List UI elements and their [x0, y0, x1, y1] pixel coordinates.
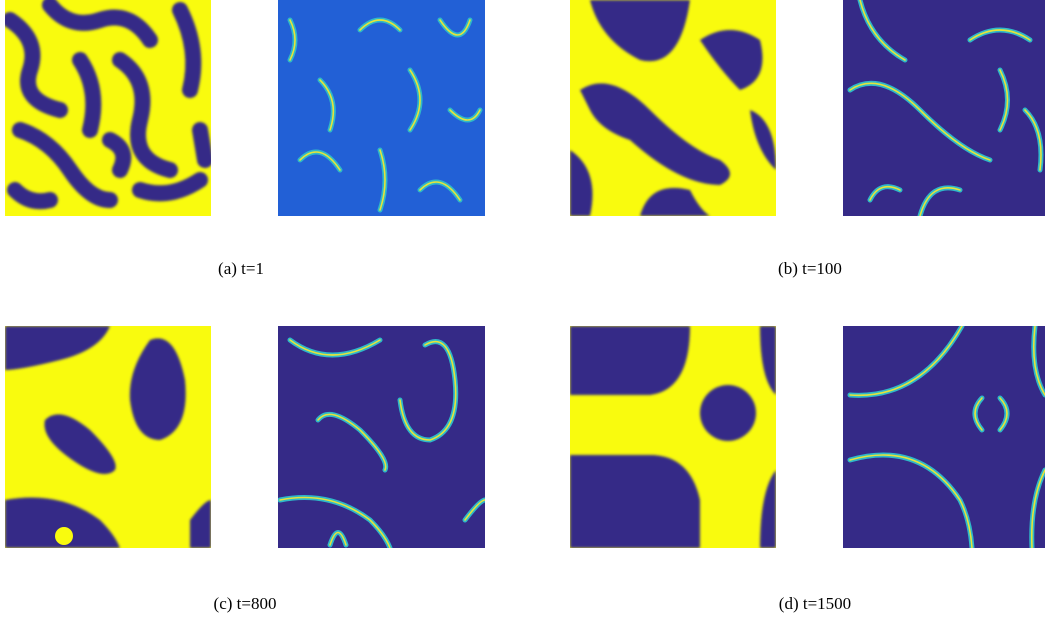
subfigure-label: (c)	[214, 594, 233, 613]
subfigure-caption: (b) t=100	[778, 259, 842, 278]
subfigure-caption: (a) t=1	[218, 259, 264, 278]
phase-image	[5, 326, 211, 548]
subfigure-label: (b)	[778, 259, 798, 278]
caption-text: t=100	[802, 259, 842, 278]
caption-text: t=800	[237, 594, 277, 613]
subfigure-caption: (c) t=800	[214, 594, 277, 613]
caption-text: t=1500	[803, 594, 851, 613]
phase-image	[5, 0, 211, 216]
subfigure-label: (a)	[218, 259, 237, 278]
gradient-image	[843, 326, 1045, 548]
subfigure-caption: (d) t=1500	[779, 594, 851, 613]
caption-text: t=1	[241, 259, 264, 278]
phase-image	[570, 326, 776, 548]
gradient-image	[278, 0, 485, 216]
phase-image	[570, 0, 776, 216]
subfigure-label: (d)	[779, 594, 799, 613]
gradient-image	[843, 0, 1045, 216]
gradient-image	[278, 326, 485, 548]
